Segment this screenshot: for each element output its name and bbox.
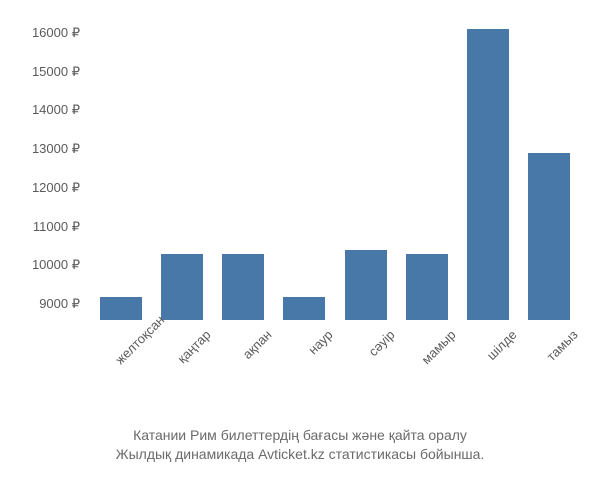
bar [345,250,387,320]
x-tick-label: тамыз [541,327,581,367]
y-tick-label: 16000 ₽ [0,25,80,41]
x-axis: желтоқсан қаңтар ақпан наур сәуір мамыр шілдет… [90,325,580,425]
y-axis: 9000 ₽ 10000 ₽ 11000 ₽ 12000 ₽ 13000 ₽ 14000 … [0,10,85,320]
bar [283,297,325,320]
bar [161,254,203,320]
x-tick-label: ақпан [234,327,274,367]
bar [100,297,142,320]
x-tick-label: шілде [479,327,519,367]
caption-line-2: Жылдық динамикада Avticket.kz статистика… [0,445,600,465]
y-tick-label: 9000 ₽ [0,296,80,312]
y-tick-label: 17000 ₽ [0,0,80,2]
x-tick-label: сәуір [357,327,397,367]
x-tick-label: желтоқсан [112,327,152,367]
x-tick-label: наур [296,327,336,367]
y-tick-label: 10000 ₽ [0,257,80,273]
plot-area [90,10,580,320]
bar [222,254,264,320]
x-labels: желтоқсанқаңтарақпаннаурсәуірмамыршілдет… [90,325,580,340]
price-chart: 9000 ₽ 10000 ₽ 11000 ₽ 12000 ₽ 13000 ₽ 14000 … [0,0,600,500]
chart-caption: Катании Рим билеттердің бағасы және қайт… [0,426,600,465]
y-tick-label: 15000 ₽ [0,64,80,80]
y-tick-label: 12000 ₽ [0,180,80,196]
bar [467,29,509,320]
caption-line-1: Катании Рим билеттердің бағасы және қайт… [0,426,600,446]
y-tick-label: 14000 ₽ [0,102,80,118]
x-tick-label: мамыр [418,327,458,367]
y-tick-label: 13000 ₽ [0,141,80,157]
bars-group [90,10,580,320]
x-tick-label: қаңтар [173,327,213,367]
bar [406,254,448,320]
bar [528,153,570,320]
y-tick-label: 11000 ₽ [0,219,80,235]
